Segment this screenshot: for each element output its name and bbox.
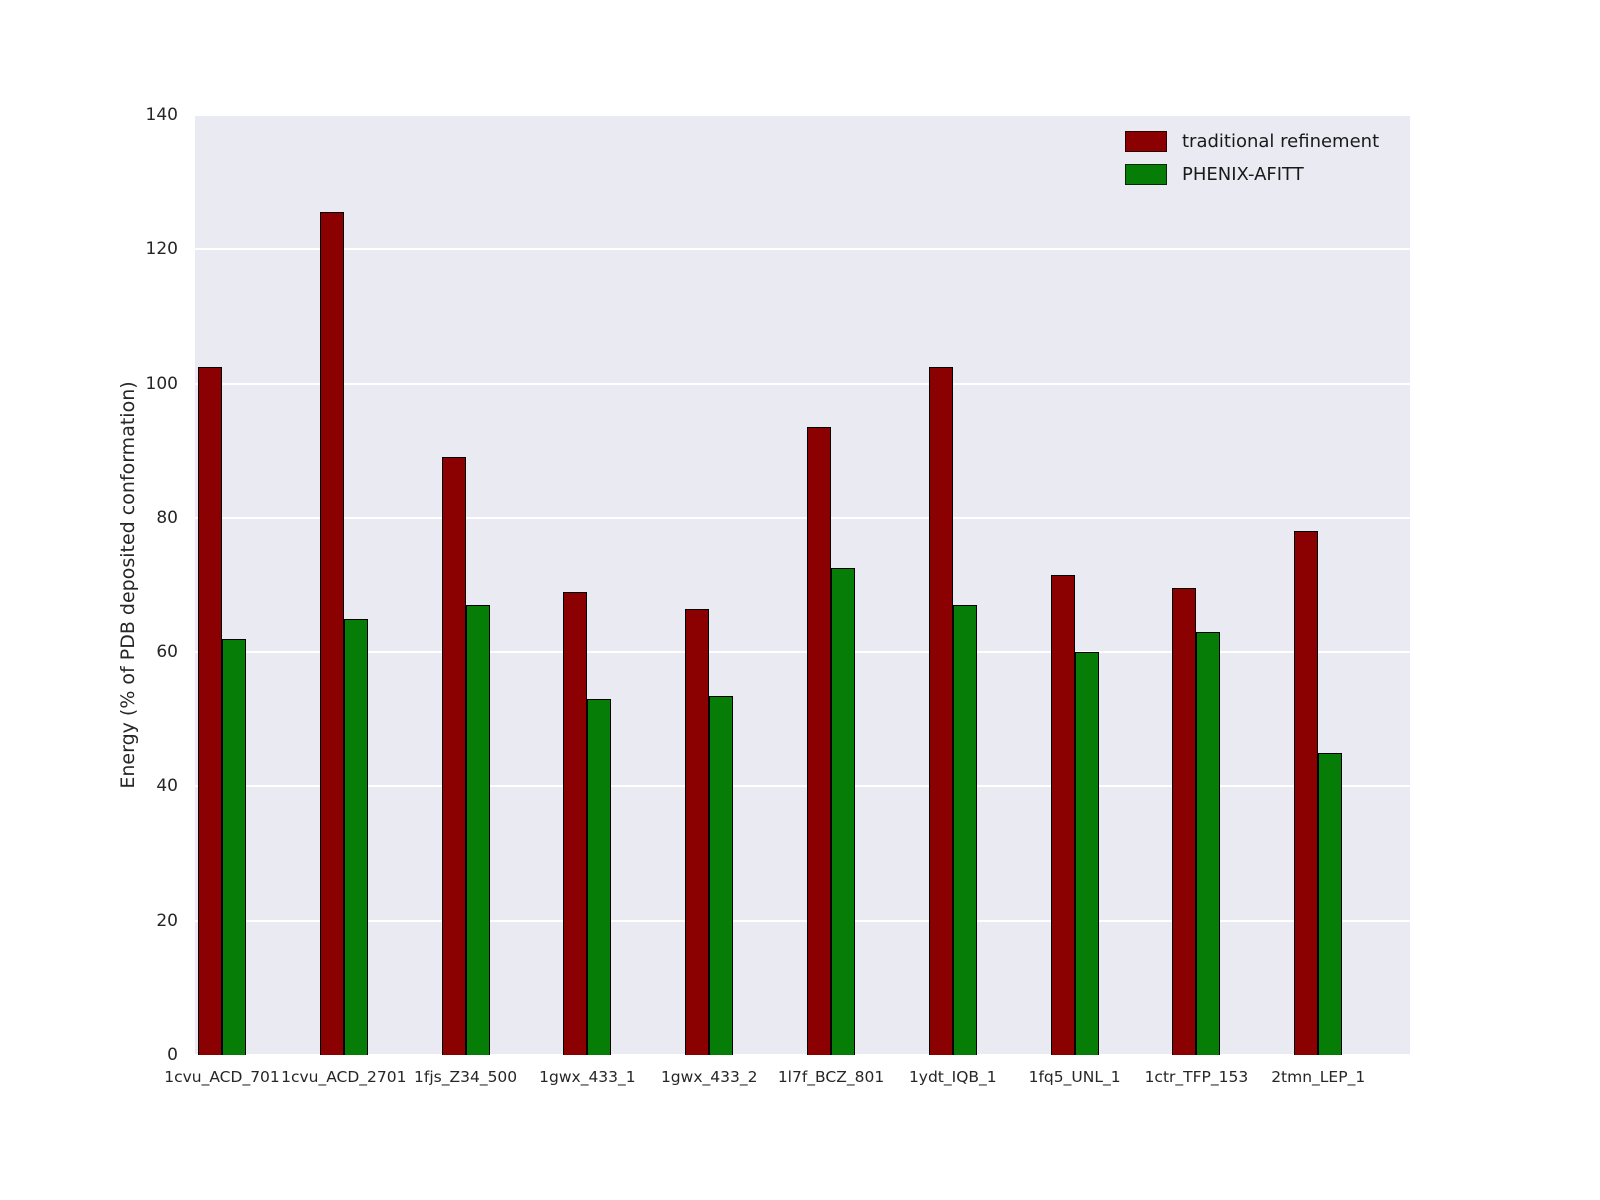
y-tick-label: 120 <box>145 239 178 260</box>
gridline <box>195 651 1410 654</box>
y-tick-label: 60 <box>156 642 178 663</box>
y-tick-label: 0 <box>167 1045 178 1065</box>
plot-area <box>195 114 1410 1056</box>
bar-traditional <box>685 608 710 1055</box>
bar-traditional <box>928 366 953 1055</box>
gridline <box>195 1054 1410 1056</box>
bar-afitt <box>952 605 977 1055</box>
bar-traditional <box>563 591 588 1055</box>
bar-traditional <box>198 366 222 1055</box>
legend: traditional refinement PHENIX-AFITT <box>1125 131 1379 185</box>
gridline <box>195 248 1410 251</box>
bar-afitt <box>343 618 368 1055</box>
bar-afitt <box>1074 652 1099 1055</box>
legend-label: traditional refinement <box>1182 131 1380 152</box>
gridline <box>195 785 1410 788</box>
bar-traditional <box>1294 531 1319 1055</box>
bar-traditional <box>1172 588 1197 1055</box>
x-tick-label: 1cvu_ACD_2701 <box>281 1068 407 1086</box>
x-tick-label: 1gwx_433_2 <box>660 1068 758 1086</box>
x-tick-label: 1fjs_Z34_500 <box>414 1068 518 1086</box>
bar-traditional <box>319 212 344 1055</box>
gridline <box>195 382 1410 385</box>
gridline <box>195 114 1410 116</box>
x-tick-label: 1gwx_433_1 <box>539 1068 636 1086</box>
bar-afitt <box>222 638 246 1055</box>
bar-afitt <box>709 695 734 1055</box>
x-tick-label: 1l7f_BCZ_801 <box>777 1068 885 1086</box>
bar-traditional <box>807 427 831 1055</box>
x-tick-label: 1cvu_ACD_701 <box>164 1068 280 1086</box>
y-tick-label: 40 <box>156 776 178 797</box>
legend-entry: traditional refinement <box>1125 131 1379 152</box>
bar-afitt <box>465 605 490 1055</box>
legend-swatch-icon <box>1125 164 1167 185</box>
bar-traditional <box>441 457 466 1055</box>
bar-afitt <box>1318 752 1343 1055</box>
y-tick-label: 140 <box>145 105 178 125</box>
legend-entry: PHENIX-AFITT <box>1125 164 1379 185</box>
x-tick-label: 1fq5_UNL_1 <box>1028 1068 1121 1086</box>
x-tick-label: 1ctr_TFP_153 <box>1144 1068 1249 1086</box>
bar-afitt <box>587 699 612 1055</box>
gridline <box>195 516 1410 519</box>
gridline <box>195 919 1410 922</box>
y-tick-label: 100 <box>145 373 178 394</box>
x-tick-label: 2tmn_LEP_1 <box>1271 1068 1366 1086</box>
legend-label: PHENIX-AFITT <box>1182 164 1304 185</box>
y-tick-label: 80 <box>156 507 178 528</box>
bar-afitt <box>1196 632 1221 1055</box>
x-tick-label: 1ydt_IQB_1 <box>908 1068 997 1086</box>
y-tick-label: 20 <box>156 910 178 931</box>
bar-afitt <box>831 568 855 1055</box>
bar-traditional <box>1050 574 1075 1055</box>
legend-swatch-icon <box>1125 131 1167 152</box>
y-axis-label: Energy (% of PDB deposited conformation) <box>117 381 139 789</box>
